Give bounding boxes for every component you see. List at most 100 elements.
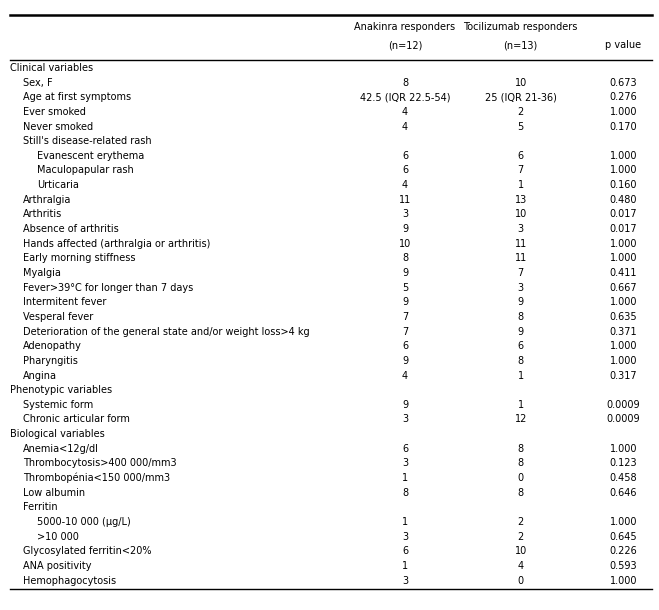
Text: Clinical variables: Clinical variables	[10, 63, 93, 73]
Text: 9: 9	[402, 356, 408, 366]
Text: 5: 5	[402, 282, 408, 293]
Text: 5000-10 000 (μg/L): 5000-10 000 (μg/L)	[37, 517, 130, 527]
Text: 8: 8	[402, 253, 408, 264]
Text: 9: 9	[402, 297, 408, 307]
Text: Thrombocytosis>400 000/mm3: Thrombocytosis>400 000/mm3	[22, 458, 177, 468]
Text: Hands affected (arthralgia or arthritis): Hands affected (arthralgia or arthritis)	[22, 239, 210, 249]
Text: Arthritis: Arthritis	[22, 209, 62, 220]
Text: 1.000: 1.000	[610, 253, 637, 264]
Text: 9: 9	[402, 268, 408, 278]
Text: 0.0009: 0.0009	[607, 414, 641, 425]
Text: 1: 1	[402, 517, 408, 527]
Text: Sex, F: Sex, F	[22, 77, 52, 88]
Text: 2: 2	[517, 107, 524, 117]
Text: 10: 10	[399, 239, 411, 249]
Text: 0.160: 0.160	[610, 180, 637, 190]
Text: Thrombopénia<150 000/mm3: Thrombopénia<150 000/mm3	[22, 473, 170, 483]
Text: 6: 6	[402, 547, 408, 556]
Text: 1.000: 1.000	[610, 239, 637, 249]
Text: 10: 10	[515, 547, 527, 556]
Text: Pharyngitis: Pharyngitis	[22, 356, 78, 366]
Text: 1.000: 1.000	[610, 356, 637, 366]
Text: >10 000: >10 000	[37, 532, 78, 542]
Text: 7: 7	[517, 165, 524, 176]
Text: Maculopapular rash: Maculopapular rash	[37, 165, 134, 176]
Text: 6: 6	[517, 341, 524, 351]
Text: Ferritin: Ferritin	[22, 503, 57, 512]
Text: 6: 6	[402, 165, 408, 176]
Text: 0.017: 0.017	[610, 209, 637, 220]
Text: Ever smoked: Ever smoked	[22, 107, 86, 117]
Text: 11: 11	[515, 253, 527, 264]
Text: 0.646: 0.646	[610, 487, 637, 498]
Text: 6: 6	[517, 151, 524, 161]
Text: 0.317: 0.317	[610, 370, 637, 381]
Text: 1: 1	[402, 473, 408, 483]
Text: 5: 5	[517, 121, 524, 132]
Text: Urticaria: Urticaria	[37, 180, 78, 190]
Text: 11: 11	[515, 239, 527, 249]
Text: 0.371: 0.371	[610, 326, 637, 337]
Text: 13: 13	[515, 195, 527, 205]
Text: 7: 7	[402, 326, 408, 337]
Text: Systemic form: Systemic form	[22, 400, 93, 410]
Text: 0.635: 0.635	[610, 312, 637, 322]
Text: 10: 10	[515, 77, 527, 88]
Text: (n=13): (n=13)	[503, 40, 538, 50]
Text: Still's disease-related rash: Still's disease-related rash	[22, 136, 152, 146]
Text: 0.667: 0.667	[610, 282, 637, 293]
Text: 8: 8	[517, 356, 524, 366]
Text: Never smoked: Never smoked	[22, 121, 93, 132]
Text: 0.017: 0.017	[610, 224, 637, 234]
Text: ANA positivity: ANA positivity	[22, 561, 91, 571]
Text: 3: 3	[402, 576, 408, 586]
Text: 1.000: 1.000	[610, 151, 637, 161]
Text: 0.458: 0.458	[610, 473, 637, 483]
Text: 1: 1	[517, 180, 524, 190]
Text: 8: 8	[517, 458, 524, 468]
Text: Anemia<12g/dl: Anemia<12g/dl	[22, 443, 99, 454]
Text: Angina: Angina	[22, 370, 57, 381]
Text: 8: 8	[402, 487, 408, 498]
Text: 2: 2	[517, 532, 524, 542]
Text: 3: 3	[402, 458, 408, 468]
Text: Glycosylated ferritin<20%: Glycosylated ferritin<20%	[22, 547, 151, 556]
Text: 8: 8	[402, 77, 408, 88]
Text: 1.000: 1.000	[610, 517, 637, 527]
Text: 0.170: 0.170	[610, 121, 637, 132]
Text: 25 (IQR 21-36): 25 (IQR 21-36)	[485, 92, 557, 102]
Text: Absence of arthritis: Absence of arthritis	[22, 224, 119, 234]
Text: 3: 3	[517, 282, 524, 293]
Text: 11: 11	[399, 195, 411, 205]
Text: Adenopathy: Adenopathy	[22, 341, 82, 351]
Text: 3: 3	[402, 414, 408, 425]
Text: 4: 4	[517, 561, 524, 571]
Text: Evanescent erythema: Evanescent erythema	[37, 151, 144, 161]
Text: 8: 8	[517, 443, 524, 454]
Text: Deterioration of the general state and/or weight loss>4 kg: Deterioration of the general state and/o…	[22, 326, 309, 337]
Text: 9: 9	[402, 224, 408, 234]
Text: 1.000: 1.000	[610, 165, 637, 176]
Text: 1.000: 1.000	[610, 297, 637, 307]
Text: (n=12): (n=12)	[388, 40, 422, 50]
Text: 3: 3	[402, 209, 408, 220]
Text: Phenotypic variables: Phenotypic variables	[10, 385, 112, 395]
Text: Anakinra responders: Anakinra responders	[355, 22, 455, 32]
Text: 1: 1	[402, 561, 408, 571]
Text: Biological variables: Biological variables	[10, 429, 105, 439]
Text: 10: 10	[515, 209, 527, 220]
Text: 0.226: 0.226	[610, 547, 637, 556]
Text: 1.000: 1.000	[610, 443, 637, 454]
Text: 1.000: 1.000	[610, 576, 637, 586]
Text: 7: 7	[402, 312, 408, 322]
Text: Chronic articular form: Chronic articular form	[22, 414, 130, 425]
Text: 4: 4	[402, 370, 408, 381]
Text: Hemophagocytosis: Hemophagocytosis	[22, 576, 116, 586]
Text: 6: 6	[402, 341, 408, 351]
Text: Fever>39°C for longer than 7 days: Fever>39°C for longer than 7 days	[22, 282, 193, 293]
Text: Vesperal fever: Vesperal fever	[22, 312, 93, 322]
Text: 0.480: 0.480	[610, 195, 637, 205]
Text: Myalgia: Myalgia	[22, 268, 61, 278]
Text: 0.673: 0.673	[610, 77, 637, 88]
Text: 0.645: 0.645	[610, 532, 637, 542]
